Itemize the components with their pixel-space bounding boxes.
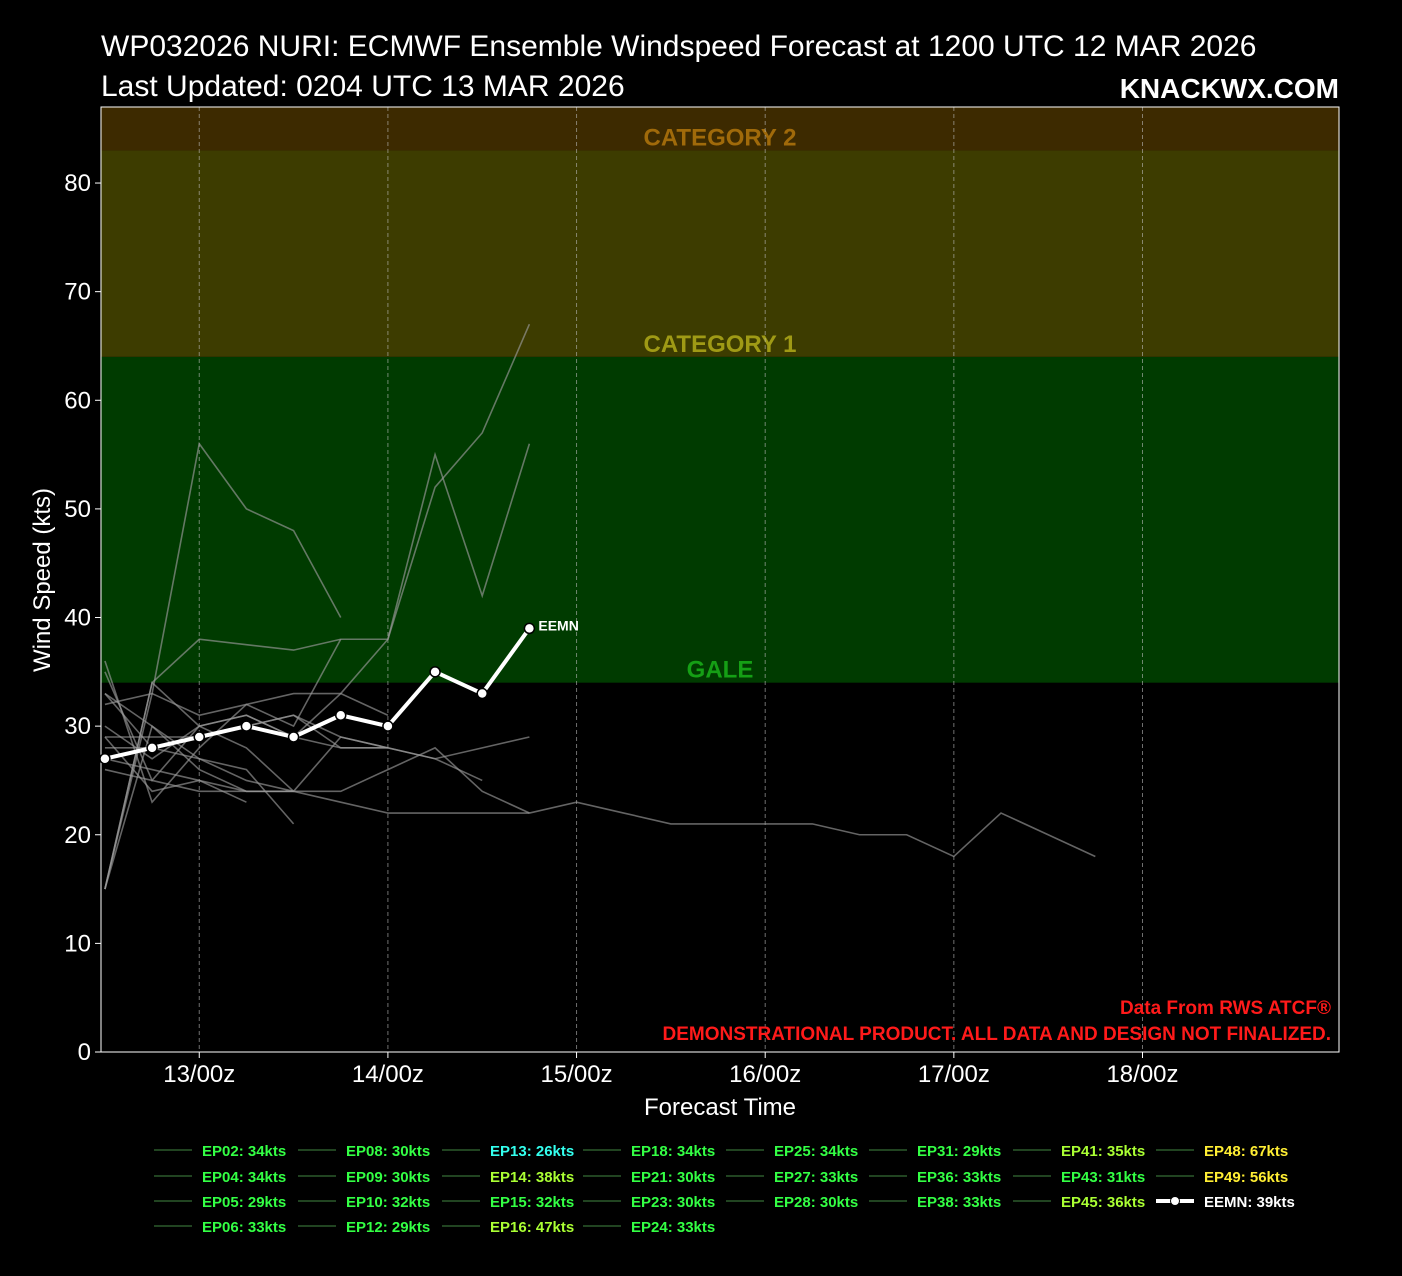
legend: EP02: 34kts EP04: 34kts EP05: 29kts EP06: 3…: [154, 1143, 1295, 1236]
eemn-point-8: [476, 687, 488, 700]
plot-area: GALE CATEGORY 1 CATEGORY 2 0 10 20 30 40 50 60 70 8…: [64, 106, 1340, 1088]
legend-item-7-2: EEMN: 39kts: [1204, 1194, 1295, 1211]
eemn-point-1: [146, 742, 158, 754]
legend-item-1-2: EP10: 32kts: [346, 1194, 430, 1211]
legend-item-5-2: EP38: 33kts: [917, 1194, 1001, 1211]
x-tick-label-4: 17/00z: [918, 1061, 990, 1088]
eemn-point-4: [287, 731, 300, 743]
eemn-point-5: [334, 709, 347, 722]
x-tick-label-1: 14/00z: [352, 1061, 424, 1088]
legend-item-3-0: EP18: 34kts: [631, 1143, 715, 1160]
plot-frame: [100, 106, 1340, 1053]
legend-item-1-1: EP09: 30kts: [346, 1169, 430, 1186]
legend-item-7-0: EP48: 67kts: [1204, 1143, 1288, 1160]
band-label-1: CATEGORY 1: [644, 331, 797, 358]
disclaimer-note: DEMONSTRATIONAL PRODUCT. ALL DATA AND DE…: [663, 1024, 1332, 1045]
legend-item-1-3: EP12: 29kts: [346, 1219, 430, 1236]
legend-item-4-2: EP28: 30kts: [774, 1194, 858, 1211]
y-tick-label-0: 0: [78, 1039, 91, 1066]
x-tick-label-5: 18/00z: [1106, 1061, 1178, 1088]
eemn-point-6: [382, 720, 394, 732]
band-1: [101, 150, 1339, 357]
y-axis-label: Wind Speed (kts): [29, 488, 56, 672]
legend-swatch-dot-7-2: [1170, 1196, 1180, 1206]
y-tick-label-2: 20: [64, 822, 91, 849]
y-tick-label-5: 50: [64, 496, 91, 523]
y-tick-label-7: 70: [64, 279, 91, 306]
x-tick-label-0: 13/00z: [163, 1061, 235, 1088]
legend-item-3-2: EP23: 30kts: [631, 1194, 715, 1211]
legend-item-2-1: EP14: 38kts: [490, 1169, 574, 1186]
y-tick-label-6: 60: [64, 387, 91, 414]
legend-item-2-0: EP13: 26kts: [490, 1143, 574, 1160]
legend-item-6-1: EP43: 31kts: [1061, 1169, 1145, 1186]
member-line-14: [104, 736, 483, 793]
x-tick-label-2: 15/00z: [541, 1061, 613, 1088]
y-tick-label-4: 40: [64, 605, 91, 632]
y-tick-label-8: 80: [64, 170, 91, 197]
legend-item-4-0: EP25: 34kts: [774, 1143, 858, 1160]
member-line-4: [104, 692, 530, 814]
eemn-point-2: [193, 731, 206, 743]
legend-item-3-1: EP21: 30kts: [631, 1169, 715, 1186]
brand-logo: KNACKWX.COM: [1120, 73, 1339, 104]
chart-title: WP032026 NURI: ECMWF Ensemble Windspeed …: [101, 30, 1256, 63]
member-line-1: [104, 441, 342, 890]
legend-item-4-1: EP27: 33kts: [774, 1169, 858, 1186]
last-updated: Last Updated: 0204 UTC 13 MAR 2026: [101, 70, 625, 103]
eemn-point-3: [240, 720, 253, 732]
legend-item-5-1: EP36: 33kts: [917, 1169, 1001, 1186]
eemn-point-9: [523, 622, 536, 635]
legend-item-0-2: EP05: 29kts: [202, 1194, 286, 1211]
source-note: Data From RWS ATCF®: [1120, 998, 1331, 1019]
legend-item-6-2: EP45: 36kts: [1061, 1194, 1145, 1211]
legend-item-0-0: EP02: 34kts: [202, 1143, 286, 1160]
band-label-2: CATEGORY 2: [644, 124, 797, 151]
legend-item-7-1: EP49: 56kts: [1204, 1169, 1288, 1186]
band-0: [101, 356, 1339, 683]
legend-item-2-2: EP15: 32kts: [490, 1194, 574, 1211]
x-axis-label: Forecast Time: [644, 1094, 796, 1121]
eemn-point-7: [429, 666, 441, 678]
member-line-12: [104, 724, 294, 890]
legend-item-1-0: EP08: 30kts: [346, 1143, 430, 1160]
eemn-label: EEMN: [538, 617, 578, 633]
legend-item-3-3: EP24: 33kts: [631, 1219, 715, 1236]
y-tick-label-3: 30: [64, 713, 91, 740]
legend-item-2-3: EP16: 47kts: [490, 1219, 574, 1236]
y-tick-label-1: 10: [64, 930, 91, 957]
member-line-7: [104, 692, 389, 717]
legend-item-5-0: EP31: 29kts: [917, 1143, 1001, 1160]
legend-item-6-0: EP41: 35kts: [1061, 1143, 1145, 1160]
member-line-13: [104, 681, 388, 890]
legend-item-0-1: EP04: 34kts: [202, 1169, 286, 1186]
x-tick-label-3: 16/00z: [729, 1061, 801, 1088]
band-2: [101, 107, 1339, 151]
member-line-2: [104, 443, 531, 890]
legend-item-0-3: EP06: 33kts: [202, 1219, 286, 1236]
eemn-point-0: [99, 752, 111, 765]
eemn-line: [104, 627, 532, 761]
member-line-6: [104, 638, 342, 804]
band-label-0: GALE: [687, 657, 754, 684]
member-line-5: [104, 714, 530, 760]
